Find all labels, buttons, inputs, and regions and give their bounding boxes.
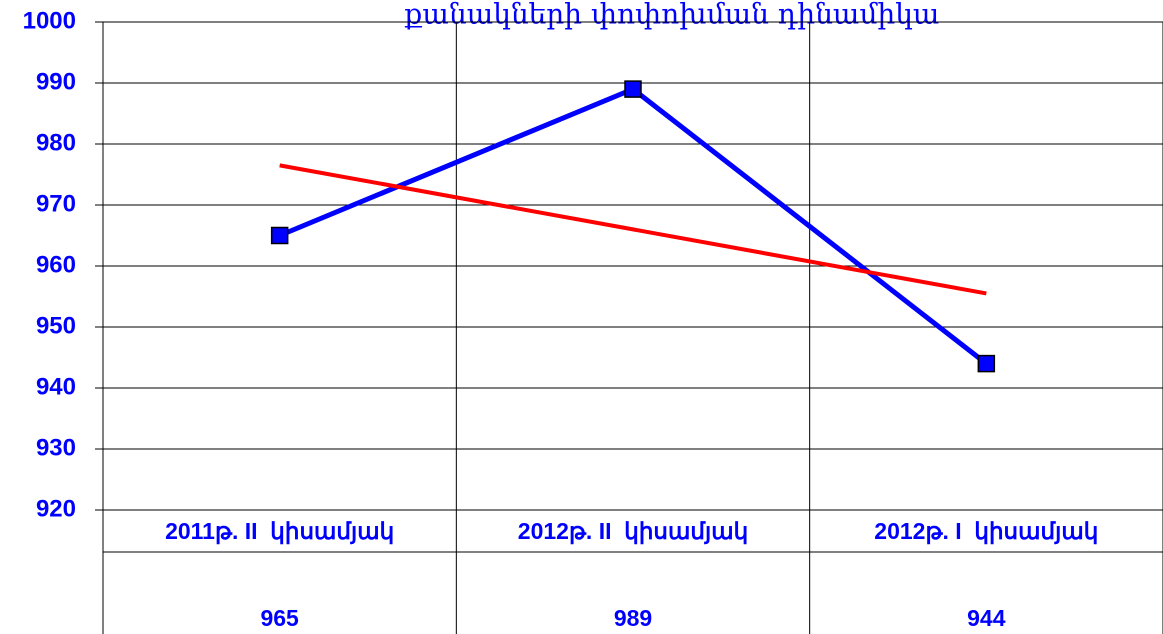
x-tick-label: 2012թ. II կիսամյակ: [518, 518, 748, 545]
table-value: 944: [967, 605, 1006, 631]
table-value: 965: [260, 605, 299, 631]
table-value: 989: [614, 605, 652, 631]
y-tick-label: 930: [36, 434, 76, 461]
y-tick-label: 960: [36, 251, 76, 278]
marker: [977, 354, 996, 373]
y-tick-label: 980: [36, 129, 76, 156]
marker: [270, 226, 289, 245]
trend-line: [279, 163, 987, 296]
y-tick-label: 950: [36, 312, 76, 339]
y-tick-label: 940: [36, 373, 76, 400]
chart-title: քանակների փոփոխման դինամիկա: [405, 0, 940, 31]
data-line: [278, 86, 988, 366]
y-tick-label: 970: [36, 190, 76, 217]
y-tick-label: 920: [36, 495, 76, 522]
x-tick-label: 2012թ. I կիսամյակ: [874, 518, 1098, 545]
y-tick-label: 990: [36, 68, 76, 95]
y-tick-label: 1000: [23, 7, 76, 34]
x-tick-label: 2011թ. II կիսամյակ: [165, 518, 394, 545]
marker: [624, 80, 642, 98]
